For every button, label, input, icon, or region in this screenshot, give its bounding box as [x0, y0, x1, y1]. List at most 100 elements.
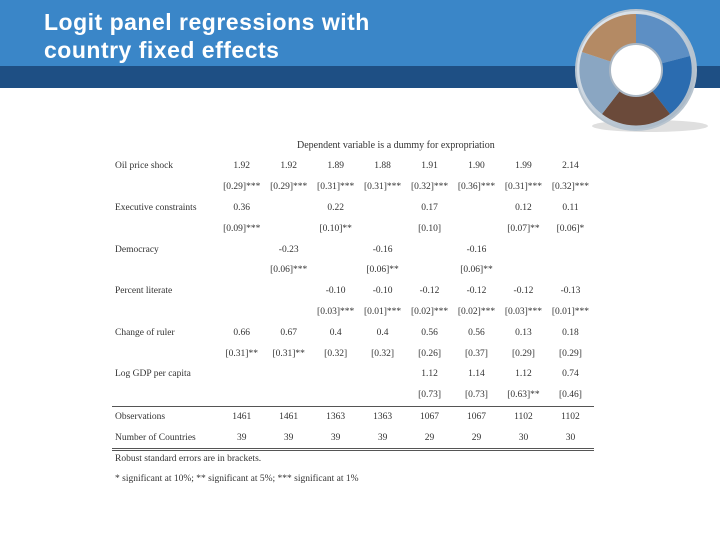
table-cell: [218, 364, 265, 385]
table-cell: 39: [218, 427, 266, 452]
table-cell: -0.12: [419, 286, 440, 297]
table-cell: -0.10: [372, 286, 393, 297]
row-label: [112, 302, 218, 323]
table-cell: -0.23: [278, 244, 299, 255]
table-cell: 39: [359, 427, 407, 452]
table-cell: [0.29]: [511, 348, 535, 359]
note-significance: * significant at 10%; ** significant at …: [115, 474, 359, 484]
table-cell: [265, 281, 312, 302]
table-cell: 0.13: [515, 327, 532, 338]
table-cell: 1067: [453, 405, 500, 428]
row-label: Log GDP per capita: [115, 369, 191, 380]
table-cell: 1363: [312, 405, 360, 428]
table-row: [0.09]*** [0.10]** [0.10] [0.07]** [0.06]*: [112, 218, 594, 239]
table-cell: -0.10: [325, 286, 346, 297]
table-cell: [0.46]: [558, 390, 582, 401]
note-standard-errors: Robust standard errors are in brackets.: [115, 454, 262, 464]
table-cell: [265, 385, 312, 406]
table-cell: [0.01]***: [363, 306, 402, 317]
table-cell: [312, 239, 359, 260]
table-cell: 1461: [218, 405, 266, 428]
table-cell: [0.32]***: [551, 182, 590, 193]
row-label: [112, 343, 218, 364]
table-row: Number of Countries 39 39 39 39 29 29 30 30: [112, 427, 594, 452]
title-banner-stripe: [0, 66, 720, 88]
table-cell: [312, 364, 359, 385]
table-cell: [0.02]***: [457, 306, 496, 317]
table-cell: 1.88: [374, 161, 391, 172]
table-cell: 0.11: [562, 202, 579, 213]
table-cell: [0.73]: [418, 390, 442, 401]
table-cell: [0.07]**: [507, 223, 540, 234]
table-cell: [0.32]: [324, 348, 348, 359]
table-cell: [0.31]**: [272, 348, 305, 359]
table-cell: [0.06]***: [270, 265, 308, 276]
table-row: [0.29]*** [0.29]*** [0.31]*** [0.31]*** [0.3…: [112, 177, 594, 198]
table-cell: 0.67: [280, 327, 297, 338]
table-cell: [0.73]: [465, 390, 488, 401]
table-cell: [312, 385, 359, 406]
table-cell: 39: [312, 427, 360, 452]
table-cell: -0.12: [513, 286, 534, 297]
table-row: [0.03]*** [0.01]*** [0.02]*** [0.02]*** [0.0…: [112, 302, 594, 323]
row-label: [112, 218, 218, 239]
row-label: Oil price shock: [115, 161, 174, 172]
table-cell: [218, 385, 265, 406]
table-cell: [359, 218, 406, 239]
dependent-variable-title: Dependent variable is a dummy for exprop…: [297, 140, 495, 151]
table-cell: [218, 239, 265, 260]
table-cell: 1461: [265, 405, 313, 428]
table-cell: 1.89: [327, 161, 344, 172]
table-cell: 0.17: [421, 202, 438, 213]
row-label: Percent literate: [115, 286, 173, 297]
table-cell: [0.01]***: [551, 306, 590, 317]
table-cell: [453, 198, 500, 219]
table-cell: 1.99: [515, 161, 532, 172]
table-row: Executive constraints 0.36 0.22 0.17 0.12 0.1…: [112, 198, 594, 219]
row-label: Executive constraints: [115, 202, 197, 213]
table-row: [0.06]*** [0.06]** [0.06]**: [112, 260, 594, 281]
table-cell: [265, 198, 312, 219]
row-label: [112, 260, 218, 281]
table-cell: 1.12: [515, 369, 532, 380]
table-cell: 0.4: [376, 327, 389, 338]
table-cell: [0.26]: [418, 348, 442, 359]
table-cell: [547, 239, 594, 260]
table-cell: -0.16: [466, 244, 487, 255]
table-cell: [453, 218, 500, 239]
table-cell: 1.14: [468, 369, 485, 380]
table-row: Democracy -0.23 -0.16 -0.16: [112, 239, 594, 260]
table-cell: [500, 260, 547, 281]
table-cell: [0.31]***: [504, 182, 543, 193]
table-cell: [0.06]**: [460, 265, 493, 276]
row-label: Change of ruler: [115, 327, 175, 338]
table-cell: [0.31]**: [225, 348, 258, 359]
table-cell: [0.29]***: [270, 182, 308, 193]
table-cell: [0.02]***: [410, 306, 449, 317]
table-cell: 30: [546, 427, 594, 452]
table-cell: [406, 239, 453, 260]
table-cell: 0.74: [562, 369, 579, 380]
table-cell: [0.32]***: [410, 182, 449, 193]
table-cell: [0.63]**: [507, 390, 540, 401]
table-cell: 0.66: [233, 327, 251, 338]
slide-title-line-2: country fixed effects: [44, 37, 280, 63]
table-cell: 1102: [499, 405, 547, 428]
table-cell: -0.12: [466, 286, 487, 297]
table-cell: [0.37]: [465, 348, 488, 359]
slide-title-line-1: Logit panel regressions with: [44, 9, 370, 35]
table-cell: 0.4: [329, 327, 342, 338]
table-cell: 0.22: [327, 202, 344, 213]
row-label: Number of Countries: [112, 427, 219, 452]
globe-logo-icon: [575, 9, 708, 132]
table-cell: [265, 218, 312, 239]
table-cell: 1.90: [468, 161, 485, 172]
table-cell: [265, 302, 312, 323]
table-cell: [312, 260, 359, 281]
table-cell: 1.91: [421, 161, 438, 172]
table-cell: [0.06]**: [366, 265, 399, 276]
table-row: Observations 1461 1461 1363 1363 1067 1067 1102…: [112, 405, 594, 428]
table-cell: 1102: [546, 405, 594, 428]
table-cell: 1067: [406, 405, 454, 428]
table-cell: [0.32]: [371, 348, 395, 359]
